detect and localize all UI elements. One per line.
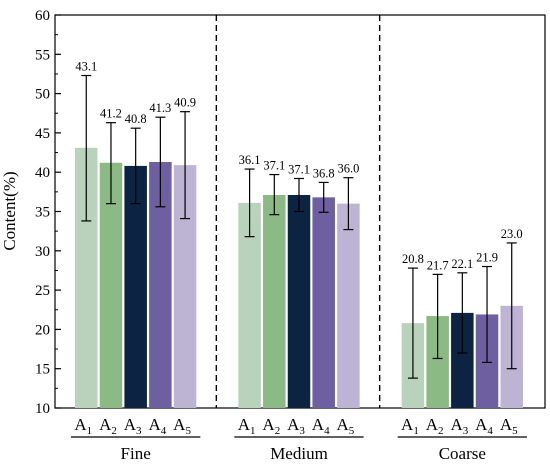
value-label: 36.0: [337, 162, 359, 176]
x-category-base: A: [262, 415, 275, 434]
y-tick-label: 35: [35, 205, 50, 221]
y-tick-label: 15: [35, 362, 50, 378]
x-category-label: A1: [74, 415, 92, 437]
x-category-base: A: [426, 415, 439, 434]
bar-medium-a1: [238, 202, 261, 408]
x-category-base: A: [148, 415, 161, 434]
bar-medium-a3: [287, 194, 311, 408]
x-category-labels: A1 A2 A3 A4 A5 A1 A2 A3 A4 A5 A1 A2 A3 A4 A5: [74, 415, 518, 437]
x-category-subscript: 3: [136, 425, 142, 437]
value-label: 36.1: [239, 153, 261, 167]
error-bars: [81, 74, 517, 379]
x-category-label: A1: [401, 415, 419, 437]
group-label-medium: Medium: [270, 444, 328, 463]
x-category-subscript: 2: [438, 425, 444, 437]
x-category-label: A4: [475, 415, 493, 437]
value-label: 22.1: [451, 257, 473, 271]
x-category-subscript: 4: [487, 425, 493, 437]
x-category-label: A5: [337, 415, 355, 437]
x-category-label: A3: [124, 415, 142, 437]
x-category-label: A3: [450, 415, 468, 437]
value-label: 43.1: [75, 60, 97, 74]
x-category-label: A1: [238, 415, 256, 437]
x-category-label: A2: [99, 415, 117, 437]
y-tick-label: 60: [35, 8, 50, 24]
x-category-subscript: 1: [250, 425, 256, 437]
y-axis: 10 15 20 25 30 35 40 45 50 55 60: [35, 8, 61, 417]
x-category-base: A: [124, 415, 137, 434]
x-category-label: A4: [148, 415, 166, 437]
y-tick-label: 20: [35, 322, 50, 338]
x-category-base: A: [500, 415, 513, 434]
y-tick-label: 25: [35, 283, 50, 299]
group-labels: Fine Medium Coarse: [71, 436, 527, 463]
y-tick-label: 55: [35, 47, 50, 63]
value-label: 21.7: [427, 258, 449, 272]
y-tick-label: 45: [35, 126, 50, 142]
x-category-base: A: [173, 415, 186, 434]
y-tick-label: 40: [35, 165, 50, 181]
value-label: 41.2: [100, 107, 122, 121]
x-category-subscript: 2: [275, 425, 281, 437]
x-category-base: A: [312, 415, 325, 434]
x-category-label: A3: [287, 415, 305, 437]
x-category-base: A: [99, 415, 112, 434]
x-category-base: A: [238, 415, 251, 434]
bar-medium-a5: [337, 203, 360, 408]
x-category-base: A: [475, 415, 488, 434]
x-category-label: A2: [262, 415, 280, 437]
bar-fine-a4: [149, 161, 172, 408]
bar-medium-a4: [312, 197, 335, 408]
bar-fine-a1: [75, 147, 98, 409]
value-label: 41.3: [149, 101, 171, 115]
bar-fine-a2: [99, 162, 123, 408]
bar-coarse-a2: [426, 316, 449, 408]
x-category-label: A2: [426, 415, 444, 437]
group-label-fine: Fine: [121, 444, 151, 463]
bar-fine-a5: [173, 165, 197, 408]
x-category-subscript: 1: [87, 425, 93, 437]
bar-fine-a3: [124, 165, 147, 408]
x-category-subscript: 5: [512, 425, 518, 437]
x-category-base: A: [74, 415, 87, 434]
x-category-base: A: [337, 415, 350, 434]
y-axis-title: Content(%): [0, 171, 19, 250]
value-label: 37.1: [288, 162, 310, 176]
x-category-subscript: 5: [349, 425, 355, 437]
value-label: 20.8: [402, 252, 424, 266]
value-label: 36.8: [313, 166, 335, 180]
x-category-label: A5: [173, 415, 191, 437]
x-category-subscript: 3: [463, 425, 469, 437]
group-dividers: [215, 15, 381, 408]
x-category-subscript: 3: [299, 425, 305, 437]
x-category-label: A4: [312, 415, 330, 437]
x-category-base: A: [401, 415, 414, 434]
x-category-base: A: [287, 415, 300, 434]
y-tick-label: 50: [35, 87, 50, 103]
bar-medium-a2: [263, 194, 286, 408]
y-tick-label: 10: [35, 401, 50, 417]
x-category-subscript: 4: [324, 425, 330, 437]
value-label: 21.9: [476, 251, 498, 265]
x-category-subscript: 1: [413, 425, 419, 437]
value-label: 40.9: [174, 96, 196, 110]
x-category-subscript: 4: [161, 425, 167, 437]
y-tick-label: 30: [35, 244, 50, 260]
value-label: 23.0: [501, 227, 523, 241]
x-category-label: A5: [500, 415, 518, 437]
x-category-subscript: 5: [185, 425, 191, 437]
group-label-coarse: Coarse: [439, 444, 486, 463]
value-label: 40.8: [125, 112, 147, 126]
x-category-subscript: 2: [111, 425, 117, 437]
value-labels: 43.141.2 40.841.3 40.936.1 37.1 37.1 36.8 36.0…: [75, 60, 522, 273]
x-category-base: A: [450, 415, 463, 434]
value-label: 37.1: [263, 159, 285, 173]
bar-coarse-a3: [451, 312, 474, 408]
